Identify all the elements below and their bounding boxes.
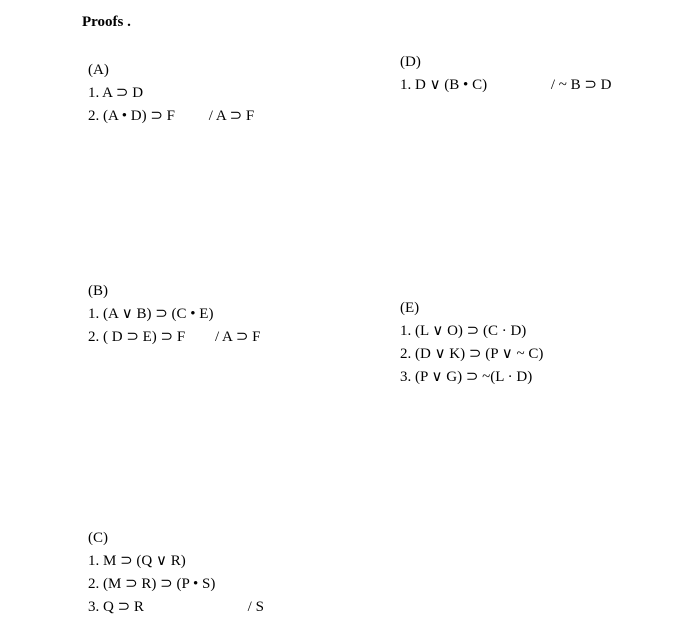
proof-c-line-3: 3. Q ⊃ R / S <box>88 597 264 616</box>
proof-c-line-3-text: 3. Q ⊃ R <box>88 599 144 615</box>
proof-a: (A) 1. A ⊃ D 2. (A • D) ⊃ F / A ⊃ F <box>88 62 254 129</box>
proof-c-line-2-text: 2. (M ⊃ R) ⊃ (P • S) <box>88 576 215 592</box>
proof-c-line-1: 1. M ⊃ (Q ∨ R) <box>88 551 264 570</box>
proof-c-label: (C) <box>88 530 264 547</box>
proof-b-line-2-text: 2. ( D ⊃ E) ⊃ F <box>88 329 185 345</box>
proof-c-line-2: 2. (M ⊃ R) ⊃ (P • S) <box>88 574 264 593</box>
proof-d-line-1-text: 1. D ∨ (B • C) <box>400 77 487 93</box>
proof-b-label: (B) <box>88 283 260 300</box>
proof-c-line-1-text: 1. M ⊃ (Q ∨ R) <box>88 553 186 569</box>
proof-e-line-3: 3. (P ∨ G) ⊃ ~(L · D) <box>400 367 543 386</box>
proof-d: (D) 1. D ∨ (B • C) / ~ B ⊃ D <box>400 54 612 98</box>
proof-d-line-1-conclusion: / ~ B ⊃ D <box>551 75 612 94</box>
proof-b-line-1: 1. (A ∨ B) ⊃ (C • E) <box>88 304 260 323</box>
proof-c-line-3-conclusion: / S <box>248 599 264 616</box>
proof-d-line-1: 1. D ∨ (B • C) / ~ B ⊃ D <box>400 75 612 94</box>
proof-e-line-2-text: 2. (D ∨ K) ⊃ (P ∨ ~ C) <box>400 346 543 362</box>
proof-a-line-1-text: 1. A ⊃ D <box>88 85 143 101</box>
proof-a-line-2: 2. (A • D) ⊃ F / A ⊃ F <box>88 106 254 125</box>
proof-e-line-1-text: 1. (L ∨ O) ⊃ (C · D) <box>400 323 526 339</box>
proof-a-line-2-conclusion: / A ⊃ F <box>209 106 255 125</box>
proof-e: (E) 1. (L ∨ O) ⊃ (C · D) 2. (D ∨ K) ⊃ (P… <box>400 300 543 390</box>
proof-a-label: (A) <box>88 62 254 79</box>
proof-e-label: (E) <box>400 300 543 317</box>
proof-b-line-1-text: 1. (A ∨ B) ⊃ (C • E) <box>88 306 213 322</box>
proof-a-line-1: 1. A ⊃ D <box>88 83 254 102</box>
proof-e-line-1: 1. (L ∨ O) ⊃ (C · D) <box>400 321 543 340</box>
page-title: Proofs . <box>82 14 131 31</box>
proof-b: (B) 1. (A ∨ B) ⊃ (C • E) 2. ( D ⊃ E) ⊃ F… <box>88 283 260 350</box>
proof-c: (C) 1. M ⊃ (Q ∨ R) 2. (M ⊃ R) ⊃ (P • S) … <box>88 530 264 620</box>
proof-d-label: (D) <box>400 54 612 71</box>
proof-a-line-2-text: 2. (A • D) ⊃ F <box>88 108 175 124</box>
proof-b-line-2-conclusion: / A ⊃ F <box>215 327 261 346</box>
proof-b-line-2: 2. ( D ⊃ E) ⊃ F / A ⊃ F <box>88 327 260 346</box>
proof-e-line-3-text: 3. (P ∨ G) ⊃ ~(L · D) <box>400 369 532 385</box>
proof-e-line-2: 2. (D ∨ K) ⊃ (P ∨ ~ C) <box>400 344 543 363</box>
